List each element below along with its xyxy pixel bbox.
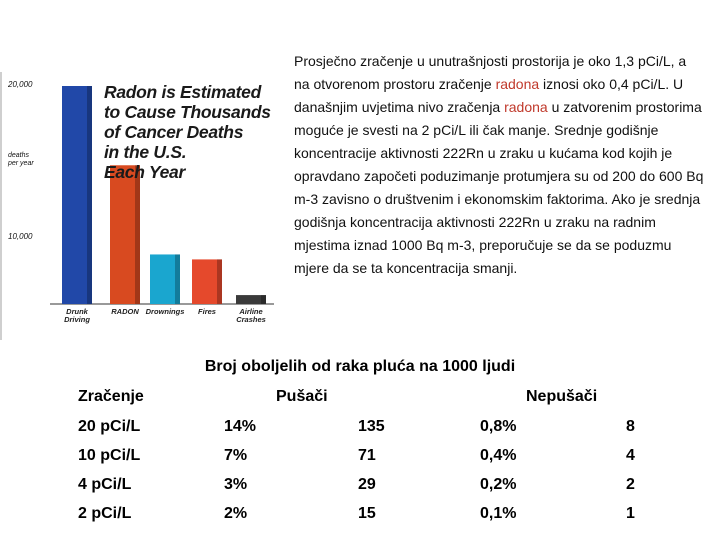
cell-nonsmoker-percent: 0,8% [480, 418, 517, 435]
y-axis-label-line: per year [8, 160, 34, 167]
cell-nonsmoker-percent: 0,4% [480, 447, 517, 464]
radon-chart-image: Radon is Estimated to Cause Thousands of… [0, 72, 274, 340]
x-tick-label: Drownings [142, 308, 188, 316]
x-tick-label-line: Fires [198, 307, 216, 316]
cell-smoker-count: 29 [358, 476, 376, 493]
bar-2 [150, 254, 180, 304]
chart-title-line: to Cause Thousands [104, 102, 271, 122]
header-smokers: Pušači [276, 388, 328, 405]
bar-4 [236, 295, 266, 304]
cell-smoker-count: 135 [358, 418, 385, 435]
bar-shade-3 [217, 259, 222, 304]
cell-nonsmoker-percent: 0,2% [480, 476, 517, 493]
chart-title-line: in the U.S. [104, 142, 187, 162]
cell-nonsmoker-count: 1 [626, 505, 635, 522]
y-axis-label: deaths per year [8, 152, 34, 168]
x-tick-label-line: Drunk [66, 307, 88, 316]
chart-title-line: Each Year [104, 162, 185, 182]
radon-highlight: radona [504, 99, 548, 115]
cell-radiation-level: 10 pCi/L [78, 447, 141, 464]
radon-paragraph: Prosječno zračenje u unutrašnjosti prost… [294, 50, 704, 280]
y-tick-label: 10,000 [8, 232, 33, 241]
paragraph-text: iznosi oko 0,4 pCi/L. U današnjim uvjeti… [294, 76, 684, 115]
x-tick-label-line: RADON [111, 307, 139, 316]
chart-title-line: of Cancer Deaths [104, 122, 244, 142]
x-tick-label-line: Drownings [145, 307, 185, 316]
x-tick-label: RADON [102, 308, 148, 316]
x-tick-label: Fires [184, 308, 230, 316]
bar-shade-4 [261, 295, 266, 304]
y-tick-label: 20,000 [8, 80, 33, 89]
cell-smoker-count: 15 [358, 505, 376, 522]
cell-radiation-level: 2 pCi/L [78, 505, 132, 522]
chart-title-line: Radon is Estimated [104, 82, 261, 102]
bar-shade-1 [135, 165, 140, 304]
cell-smoker-percent: 7% [224, 447, 248, 464]
header-nonsmokers: Nepušači [526, 388, 598, 405]
cell-nonsmoker-count: 8 [626, 418, 635, 435]
cell-nonsmoker-percent: 0,1% [480, 505, 517, 522]
cell-smoker-count: 71 [358, 447, 376, 464]
paragraph-text: Prosječno zračenje u unutrašnjosti prost… [294, 53, 687, 92]
table-title: Broj oboljelih od raka pluća na 1000 lju… [204, 358, 516, 375]
bar-shade-2 [175, 254, 180, 304]
radon-bar-chart [50, 86, 274, 305]
x-tick-label-line: Airline [239, 307, 263, 316]
cell-smoker-percent: 3% [224, 476, 248, 493]
bar-0 [62, 86, 92, 304]
cell-radiation-level: 4 pCi/L [78, 476, 132, 493]
header-radiation: Zračenje [78, 388, 144, 405]
x-tick-label-line: Driving [64, 315, 90, 324]
x-tick-label: Drunk Driving [54, 308, 100, 324]
bar-3 [192, 259, 222, 304]
radon-highlight: radona [495, 76, 540, 92]
cell-smoker-percent: 14% [224, 418, 257, 435]
bar-shade-0 [87, 86, 92, 304]
cell-smoker-percent: 2% [224, 505, 248, 522]
x-tick-label-line: Crashes [236, 315, 266, 324]
y-axis-label-line: deaths [8, 152, 30, 159]
bar-1 [110, 165, 140, 304]
chart-title: Radon is Estimated to Cause Thousands of… [104, 82, 274, 182]
cell-nonsmoker-count: 4 [626, 447, 635, 464]
paragraph-text: u zatvorenim prostorima moguće je svesti… [294, 99, 704, 276]
x-tick-label: Airline Crashes [228, 308, 274, 324]
cell-radiation-level: 20 pCi/L [78, 418, 141, 435]
cell-nonsmoker-count: 2 [626, 476, 635, 493]
